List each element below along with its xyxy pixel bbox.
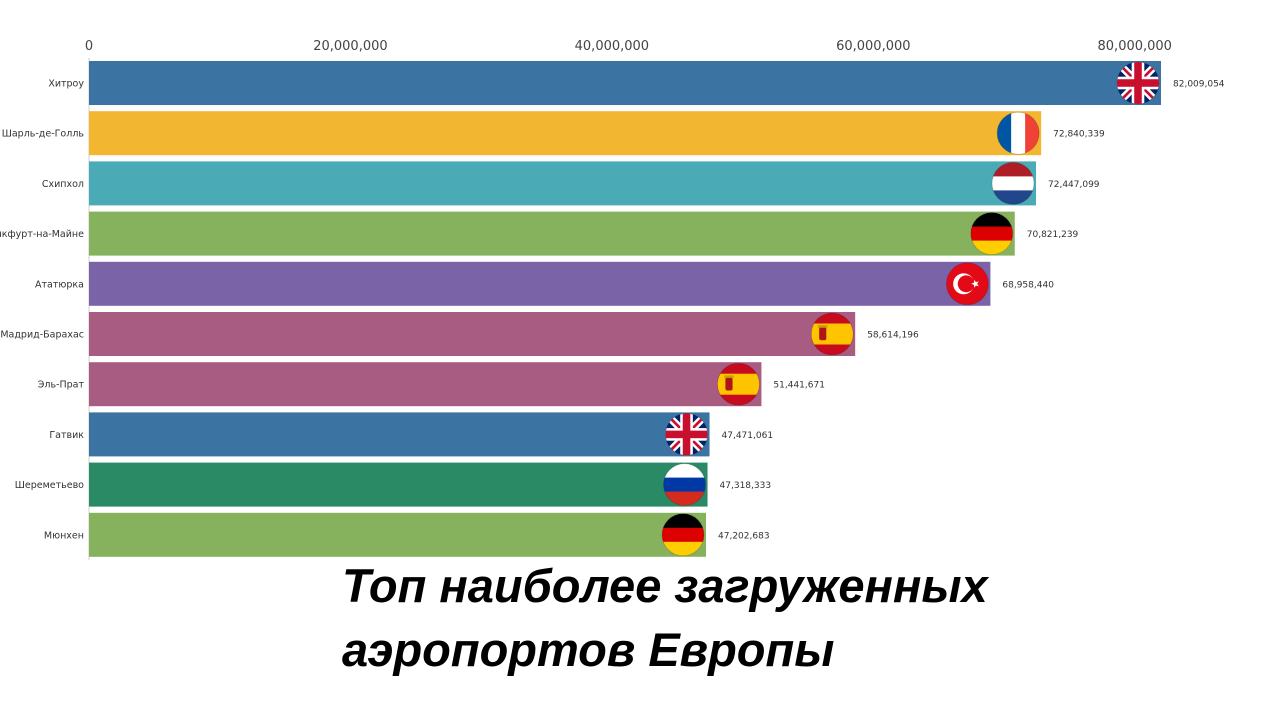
france-flag-icon: [997, 112, 1040, 155]
flag-outline: [991, 161, 1035, 205]
value-label: 58,614,196: [867, 331, 919, 341]
value-label: 51,441,671: [773, 381, 825, 391]
bar-row: Мадрид-Барахас 58,614,196: [0, 312, 919, 356]
value-label: 72,840,339: [1053, 130, 1105, 140]
value-label: 68,958,440: [1002, 280, 1054, 290]
bar: [89, 161, 1037, 206]
x-axis: 0 20,000,000 40,000,000 60,000,000 80,000,00…: [85, 39, 1172, 560]
category-label: Мадрид-Барахас: [0, 330, 84, 341]
germany-flag-icon: [662, 513, 705, 556]
category-label: Ататюрка: [35, 279, 84, 290]
bar-row: Мюнхен 47,202,683: [44, 512, 770, 557]
bar-row: Гатвик 47,471,061: [49, 412, 774, 457]
bar-row: Эль-Прат 51,441,671: [38, 362, 825, 407]
bar: [89, 211, 1015, 256]
bar: [89, 312, 856, 356]
russia-flag-icon: [663, 463, 706, 506]
flag-outline: [945, 262, 989, 306]
value-label: 47,318,333: [720, 481, 772, 491]
chart-title: Топ наиболее загруженных аэропортов Евро…: [342, 559, 988, 676]
bar-row: Ататюрка 68,958,440: [35, 261, 1054, 306]
bar-row: Шарль-де-Голль 72,840,339: [2, 111, 1105, 156]
value-label: 70,821,239: [1027, 230, 1079, 240]
category-label: Хитроу: [48, 79, 84, 90]
flag-outline: [665, 412, 709, 456]
bar: [89, 111, 1042, 156]
category-label: Гатвик: [49, 430, 84, 441]
uk-flag-icon: [665, 413, 708, 456]
bar: [89, 362, 762, 407]
bar: [89, 512, 707, 557]
flag-outline: [716, 362, 760, 406]
x-tick-label: 60,000,000: [836, 39, 910, 54]
category-label: Схипхол: [42, 179, 84, 190]
flag-outline: [970, 212, 1014, 256]
x-tick-label: 20,000,000: [313, 39, 387, 54]
bar-row: Хитроу 82,009,054: [48, 61, 1225, 105]
flag-outline: [810, 312, 854, 356]
flag-outline: [1116, 61, 1160, 105]
x-tick-label: 0: [85, 39, 93, 54]
bars: Хитроу 82,009,054 Шарль-де-Голль 72,840,339…: [0, 61, 1225, 557]
bar-row: Франкфурт-на-Майне 70,821,239: [0, 211, 1079, 256]
category-label: Мюнхен: [44, 530, 84, 541]
bar-row: Схипхол 72,447,099: [42, 161, 1100, 206]
bar: [89, 261, 991, 306]
value-label: 47,202,683: [718, 531, 770, 541]
germany-flag-icon: [970, 212, 1013, 255]
flag-outline: [663, 463, 707, 507]
category-label: Эль-Прат: [38, 380, 85, 391]
x-tick-label: 40,000,000: [575, 39, 649, 54]
bar: [89, 61, 1161, 105]
flag-outline: [661, 513, 705, 557]
turkey-flag-icon: [946, 262, 989, 305]
spain-flag-icon: [811, 313, 854, 355]
spain-flag-icon: [717, 363, 760, 406]
value-label: 82,009,054: [1173, 80, 1225, 90]
x-tick-label: 80,000,000: [1098, 39, 1172, 54]
flag-outline: [996, 111, 1040, 155]
uk-flag-icon: [1117, 62, 1159, 104]
bar: [89, 412, 710, 457]
category-label: Шереметьево: [15, 480, 84, 491]
category-label: Франкфурт-на-Майне: [0, 229, 84, 240]
netherlands-flag-icon: [992, 162, 1035, 205]
category-label: Шарль-де-Голль: [2, 129, 85, 140]
value-label: 47,471,061: [722, 431, 774, 441]
bar-row: Шереметьево 47,318,333: [15, 462, 772, 507]
bar: [89, 462, 708, 507]
value-label: 72,447,099: [1048, 180, 1100, 190]
